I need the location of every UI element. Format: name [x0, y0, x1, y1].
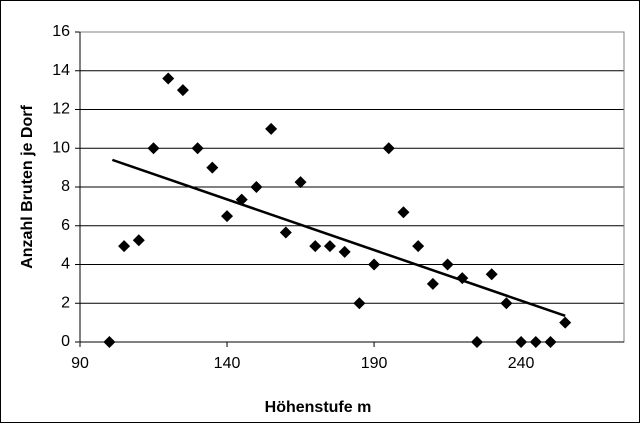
trend-line — [111, 158, 566, 318]
x-axis-title: Höhenstufe m — [265, 399, 372, 416]
marker — [368, 258, 381, 271]
marker — [544, 336, 557, 348]
marker — [485, 268, 498, 281]
y-tick-label: 4 — [61, 256, 70, 273]
marker — [294, 176, 307, 189]
marker — [397, 206, 410, 219]
y-tick-label: 6 — [61, 217, 70, 234]
marker — [456, 272, 469, 285]
y-tick-label: 14 — [52, 62, 70, 79]
y-tick-label: 8 — [61, 178, 70, 195]
marker — [147, 142, 160, 155]
marker — [132, 234, 145, 247]
marker — [426, 277, 439, 290]
marker — [118, 240, 131, 253]
x-tick-label: 190 — [361, 355, 388, 372]
marker — [500, 297, 513, 310]
x-tick-label: 240 — [508, 355, 535, 372]
x-tick-label: 90 — [71, 355, 89, 372]
marker — [559, 316, 572, 329]
marker — [441, 258, 454, 271]
marker — [176, 84, 189, 97]
marker — [191, 142, 204, 155]
marker — [206, 161, 219, 174]
marker — [470, 336, 483, 348]
y-tick-label: 16 — [52, 23, 70, 40]
marker — [250, 181, 263, 193]
marker — [338, 245, 351, 258]
marker — [162, 72, 175, 85]
y-tick-label: 0 — [61, 333, 70, 350]
marker — [221, 210, 234, 223]
marker — [529, 336, 542, 348]
marker — [265, 122, 278, 135]
marker — [235, 193, 248, 206]
marker — [382, 142, 395, 155]
marker — [323, 240, 336, 253]
y-tick-label: 2 — [61, 294, 70, 311]
marker — [309, 240, 322, 253]
marker — [353, 297, 366, 310]
marker — [412, 240, 425, 253]
y-tick-label: 12 — [52, 101, 70, 118]
x-tick-label: 140 — [214, 355, 241, 372]
marker — [515, 336, 528, 348]
y-axis-title: Anzahl Bruten je Dorf — [19, 105, 36, 269]
y-tick-label: 10 — [52, 139, 70, 156]
marker — [279, 226, 292, 239]
marker — [103, 336, 116, 348]
